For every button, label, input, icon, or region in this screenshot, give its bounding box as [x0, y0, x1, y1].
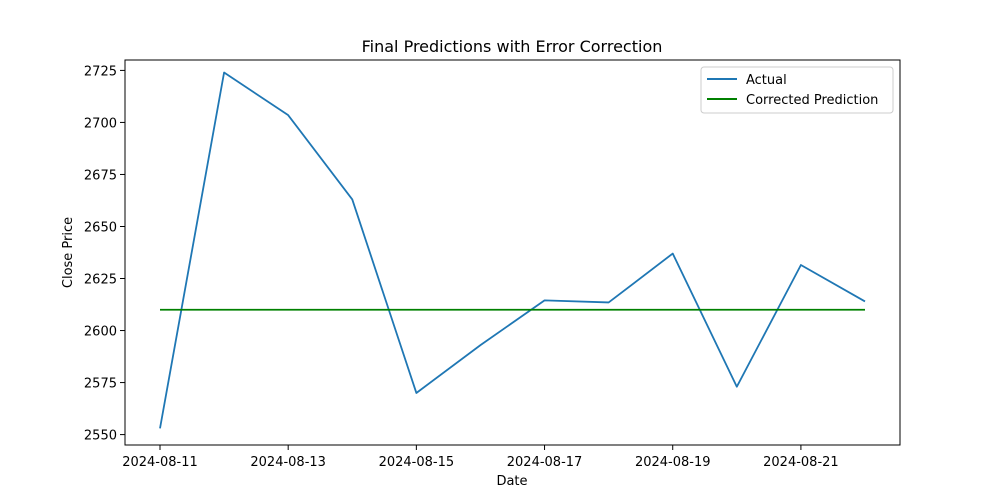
y-tick-label: 2625	[84, 273, 117, 288]
y-tick-label: 2575	[84, 377, 117, 392]
y-tick-label: 2725	[84, 64, 117, 79]
y-tick-label: 2700	[84, 116, 117, 131]
y-tick-label: 2600	[84, 325, 117, 340]
chart-title: Final Predictions with Error Correction	[362, 37, 663, 56]
y-axis-ticks: 2550 2575 2600 2625 2650 2675 2700 2725	[84, 64, 125, 444]
x-axis-label: Date	[496, 474, 527, 489]
series-layer	[159, 71, 866, 429]
x-tick-label: 2024-08-15	[379, 455, 455, 470]
legend: Actual Corrected Prediction	[700, 66, 894, 114]
x-tick-label: 2024-08-21	[763, 455, 839, 470]
legend-label-actual: Actual	[746, 73, 787, 88]
series-line-actual	[159, 71, 866, 429]
y-tick-label: 2675	[84, 168, 117, 183]
x-tick-label: 2024-08-19	[635, 455, 711, 470]
y-tick-label: 2550	[84, 429, 117, 444]
y-axis-label: Close Price	[61, 217, 76, 288]
x-axis-ticks: 2024-08-11 2024-08-13 2024-08-15 2024-08-17…	[122, 445, 839, 470]
plot-area-frame	[124, 59, 901, 446]
x-tick-label: 2024-08-17	[507, 455, 583, 470]
x-tick-label: 2024-08-13	[250, 455, 326, 470]
x-tick-label: 2024-08-11	[122, 455, 198, 470]
y-tick-label: 2650	[84, 220, 117, 235]
legend-label-corrected-prediction: Corrected Prediction	[746, 93, 878, 108]
legend-box	[700, 66, 894, 114]
